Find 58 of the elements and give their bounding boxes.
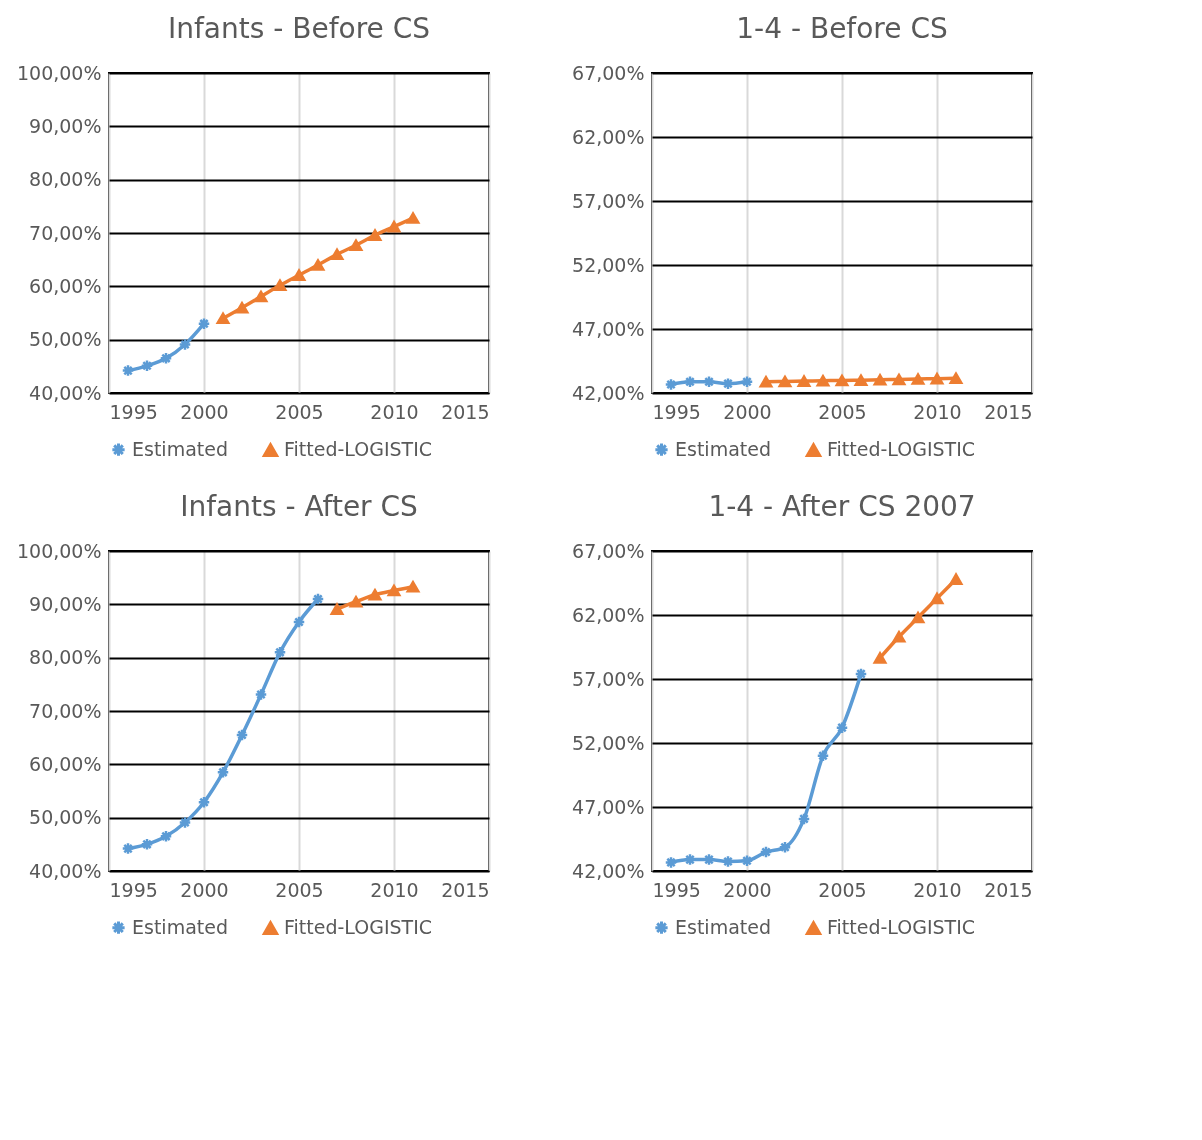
legend-label: Fitted-LOGISTIC [284,916,433,939]
x-tick-label: 1995 [652,400,701,423]
chart-title: 1-4 - After CS 2007 [708,490,976,523]
y-tick-label: 52,00% [572,253,645,276]
y-tick-label: 42,00% [572,859,645,882]
y-tick-label: 57,00% [572,189,645,212]
x-tick-label: 2005 [818,878,867,901]
legend-label: Estimated [675,437,771,460]
y-tick-label: 90,00% [29,592,102,615]
y-tick-label: 62,00% [572,603,645,626]
y-tick-label: 90,00% [29,114,102,137]
y-tick-label: 57,00% [572,667,645,690]
chart-title: Infants - Before CS [167,12,431,45]
x-tick-label: 2010 [370,400,419,423]
chart-title: 1-4 - Before CS [736,12,948,45]
y-tick-label: 80,00% [29,168,102,191]
y-tick-label: 42,00% [572,381,645,404]
y-tick-label: 67,00% [572,61,645,84]
y-tick-label: 40,00% [29,381,102,404]
legend-label: Estimated [132,915,228,938]
y-tick-label: 50,00% [29,328,102,351]
x-tick-label: 1995 [109,400,158,423]
x-tick-label: 2000 [723,400,772,423]
x-tick-label: 2005 [275,878,324,901]
legend-label: Estimated [132,437,228,460]
y-tick-label: 50,00% [29,806,102,829]
y-tick-label: 67,00% [572,539,645,562]
x-tick-label: 2000 [723,878,772,901]
y-tick-label: 47,00% [572,795,645,818]
y-tick-label: 47,00% [572,317,645,340]
legend-label: Estimated [675,915,771,938]
x-tick-label: 2015 [984,400,1033,423]
x-tick-label: 2005 [818,400,867,423]
x-tick-label: 1995 [109,878,158,901]
x-tick-label: 2015 [984,878,1033,901]
y-tick-label: 40,00% [29,859,102,882]
x-tick-label: 2010 [913,400,962,423]
y-tick-label: 52,00% [572,731,645,754]
x-tick-label: 2010 [913,878,962,901]
x-tick-label: 2000 [180,400,229,423]
x-tick-label: 2005 [275,400,324,423]
y-tick-label: 60,00% [29,752,102,775]
x-tick-label: 2015 [441,878,490,901]
legend-label: Fitted-LOGISTIC [827,916,976,939]
y-tick-label: 100,00% [16,61,102,84]
legend-label: Fitted-LOGISTIC [284,438,433,461]
y-tick-label: 80,00% [29,646,102,669]
x-tick-label: 2010 [370,878,419,901]
y-tick-label: 100,00% [16,539,102,562]
y-tick-label: 70,00% [29,221,102,244]
chart-title: Infants - After CS [180,490,418,523]
x-tick-label: 2000 [180,878,229,901]
legend-label: Fitted-LOGISTIC [827,438,976,461]
x-tick-label: 2015 [441,400,490,423]
y-tick-label: 62,00% [572,125,645,148]
y-tick-label: 60,00% [29,274,102,297]
y-tick-label: 70,00% [29,699,102,722]
x-tick-label: 1995 [652,878,701,901]
